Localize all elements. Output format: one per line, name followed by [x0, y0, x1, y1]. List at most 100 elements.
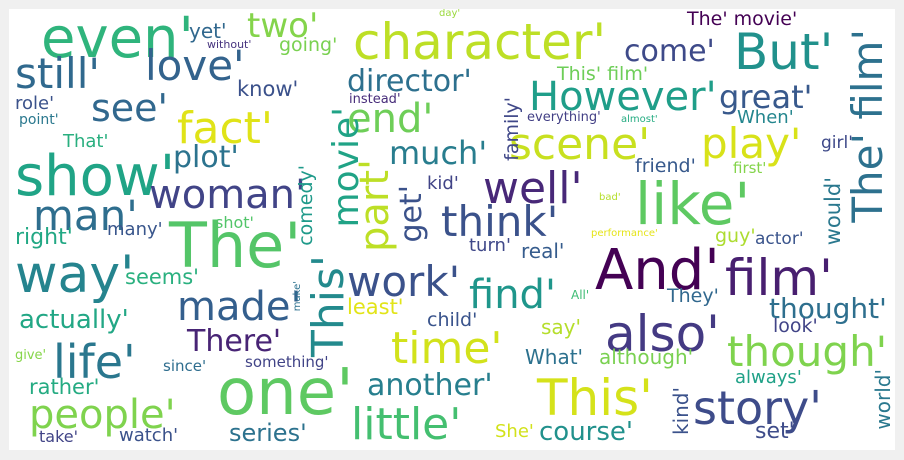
word-the: The'	[169, 209, 302, 282]
word-however: However'	[529, 74, 717, 120]
word-love: love'	[145, 41, 245, 90]
word-actor: actor'	[755, 229, 804, 249]
word-although: although'	[599, 345, 694, 369]
word-first: first'	[733, 159, 767, 177]
word-great: great'	[719, 78, 813, 116]
word-least: least'	[347, 295, 404, 319]
word-end: end'	[347, 96, 434, 142]
word-shot: shot'	[215, 213, 254, 232]
word-kind-vertical: kind'	[669, 387, 693, 436]
word-character: character'	[353, 13, 607, 71]
word-life: life'	[53, 335, 136, 389]
word-set: set'	[755, 419, 795, 444]
word-play: play'	[701, 119, 802, 168]
word-kid: kid'	[427, 173, 459, 194]
word-thought: thought'	[769, 292, 887, 325]
word-she: She'	[495, 421, 534, 442]
word-much: much'	[389, 134, 488, 172]
word-all: All'	[571, 288, 590, 302]
word-come: come'	[624, 34, 715, 69]
word-there: There'	[187, 324, 282, 359]
word-show: show'	[15, 144, 176, 209]
word-plot: plot'	[173, 140, 239, 175]
word-child: child'	[427, 309, 478, 331]
word-get-vertical: get'	[394, 185, 429, 243]
word-they: They'	[667, 285, 719, 307]
word-family-vertical: family'	[501, 97, 523, 161]
word-performance: performance'	[591, 228, 658, 239]
word-think: think'	[441, 197, 559, 246]
word-right: right'	[15, 225, 73, 250]
word-like: like'	[635, 170, 751, 238]
word-well: well'	[483, 163, 583, 214]
word-work: work'	[347, 257, 461, 306]
word-many: many'	[107, 219, 163, 240]
word-cloud: even' two' character' The' movie' day' y…	[9, 9, 895, 450]
word-going: going'	[279, 34, 338, 56]
word-made: made'	[177, 284, 302, 330]
word-guy: guy'	[715, 225, 756, 247]
word-bad: bad'	[599, 192, 621, 203]
word-instead: instead'	[349, 92, 401, 107]
word-but: But'	[734, 23, 834, 81]
word-rather: rather'	[29, 375, 100, 399]
word-still: still'	[15, 49, 100, 98]
word-what: What'	[525, 345, 584, 369]
word-the-movie: The' movie'	[687, 9, 798, 30]
word-day: day'	[439, 9, 461, 19]
word-one: one'	[217, 356, 354, 430]
word-know: know'	[237, 77, 299, 101]
word-always: always'	[735, 367, 802, 388]
word-something: something'	[245, 353, 329, 371]
word-comedy-vertical: comedy'	[295, 165, 317, 246]
word-find: find'	[469, 272, 556, 318]
word-scene: scene'	[509, 119, 651, 170]
word-everything: everything'	[527, 110, 601, 125]
word-watch: watch'	[119, 425, 179, 446]
word-yet: yet'	[189, 19, 227, 43]
word-role: role'	[15, 93, 55, 114]
word-film: film'	[725, 249, 833, 307]
word-say: say'	[541, 315, 582, 339]
word-people: people'	[29, 392, 176, 438]
word-two: two'	[247, 9, 319, 46]
word-and: And'	[595, 238, 720, 303]
word-that: That'	[63, 131, 109, 152]
word-seems: seems'	[125, 265, 199, 289]
word-girl: girl'	[821, 133, 853, 153]
word-time: time'	[391, 323, 503, 374]
word-even: even'	[41, 9, 194, 71]
word-director: director'	[347, 64, 472, 99]
word-actually: actually'	[19, 305, 129, 335]
word-this-film: This' film'	[557, 63, 649, 85]
word-world-vertical: world'	[871, 369, 895, 430]
word-point: point'	[19, 112, 59, 128]
word-make-vertical: make'	[292, 281, 303, 312]
word-take: take'	[39, 427, 79, 446]
word-series: series'	[229, 419, 307, 447]
word-look: look'	[773, 315, 818, 337]
word-real: real'	[521, 239, 565, 263]
word-the-film-vertical: The' film'	[843, 29, 892, 223]
word-see: see'	[91, 86, 169, 130]
word-also: also'	[605, 305, 720, 363]
word-friend: friend'	[635, 155, 696, 177]
word-woman: woman'	[149, 172, 307, 218]
word-would-vertical: would'	[821, 177, 845, 246]
word-little: little'	[351, 399, 462, 450]
word-course: course'	[539, 417, 634, 447]
word-though: though'	[727, 327, 888, 376]
word-way: way'	[15, 245, 135, 305]
word-almost: almost'	[621, 114, 658, 125]
word-this: This'	[537, 369, 653, 427]
word-since: since'	[163, 357, 207, 375]
word-fact: fact'	[177, 103, 273, 154]
word-give: give'	[15, 348, 47, 363]
word-when: When'	[737, 107, 794, 128]
word-story: story'	[693, 381, 822, 435]
word-without: without'	[207, 38, 252, 51]
word-another: another'	[367, 368, 493, 403]
word-this-vertical: This'	[303, 255, 354, 358]
word-man: man'	[33, 191, 138, 240]
word-part-vertical: part'	[352, 159, 398, 253]
